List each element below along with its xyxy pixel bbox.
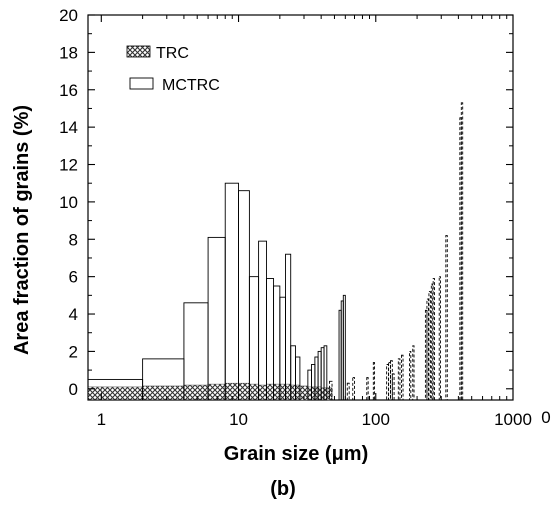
x-tick-label: 10: [229, 410, 248, 429]
mctrc-bar: [224, 182, 239, 401]
x-tick-label: 1: [97, 410, 106, 429]
y-tick-label: 6: [69, 268, 78, 287]
axis-ticks: [88, 14, 513, 400]
dashed-bar: [346, 382, 350, 401]
dashed-bar: [428, 291, 431, 401]
trc-bar: [101, 386, 143, 401]
dashed-bar: [386, 364, 390, 401]
tick-labels: 0 2 4 6 8 10 12 14 16 18 20 1 10 100 1000: [59, 6, 532, 429]
mctrc-bar: [258, 240, 267, 401]
legend-swatch-trc: [126, 45, 151, 58]
mctrc-bar: [273, 285, 281, 401]
mctrc-bars: [87, 182, 346, 401]
dashed-bar: [412, 345, 415, 401]
dashed-bar: [372, 362, 376, 401]
dashed-bar: [390, 360, 393, 401]
y-tick-label: 2: [69, 342, 78, 361]
y-tick-label: 4: [69, 305, 78, 324]
extra-tick-label: 0: [541, 408, 550, 427]
mctrc-bar: [266, 278, 275, 401]
y-tick-label: 14: [59, 118, 78, 137]
dashed-bar: [430, 283, 434, 401]
y-tick-label: 18: [59, 43, 78, 62]
dashed-bar: [352, 377, 355, 401]
mctrc-bar: [238, 190, 250, 401]
dashed-bar: [401, 354, 404, 401]
x-axis-title: Grain size (μm): [224, 443, 369, 465]
mctrc-bar: [248, 276, 260, 401]
dashed-bars: [329, 102, 464, 401]
x-tick-label: 1000: [494, 410, 532, 429]
trc-bar: [183, 384, 209, 401]
trc-bar: [249, 383, 259, 401]
trc-bar: [142, 385, 185, 401]
plot-area: [87, 14, 514, 401]
y-axis-title: Area fraction of grains (%): [11, 105, 33, 355]
y-tick-label: 12: [59, 156, 78, 175]
plot-frame: [87, 14, 514, 401]
panel-label: (b): [270, 478, 296, 500]
dashed-bar: [424, 309, 428, 401]
trc-bar: [238, 382, 250, 401]
y-tick-label: 8: [69, 230, 78, 249]
dashed-bar: [445, 235, 448, 401]
legend: TRC MCTRC: [126, 45, 220, 94]
dashed-bar: [329, 380, 333, 401]
dashed-bar: [438, 276, 441, 401]
y-tick-label: 20: [59, 6, 78, 25]
y-tick-label: 16: [59, 81, 78, 100]
dashed-bar: [397, 358, 401, 401]
legend-swatch-mctrc: [129, 77, 154, 90]
mctrc-bar: [207, 236, 226, 401]
mctrc-bar: [342, 294, 346, 401]
x-tick-label: 100: [362, 410, 390, 429]
mctrc-bar: [323, 345, 328, 401]
dashed-bar: [366, 377, 369, 401]
dashed-bar: [432, 278, 435, 401]
trc-bar: [258, 384, 267, 401]
dashed-bar: [391, 373, 395, 401]
trc-bar: [207, 383, 226, 401]
dashed-bar: [409, 350, 412, 401]
mctrc-bar: [285, 253, 292, 401]
dashed-bar: [460, 102, 464, 401]
mctrc-bar: [295, 356, 301, 401]
dashed-bar: [426, 298, 429, 401]
y-tick-label: 0: [69, 380, 78, 399]
legend-label-mctrc: MCTRC: [162, 77, 220, 94]
y-tick-label: 10: [59, 193, 78, 212]
legend-label-trc: TRC: [156, 45, 189, 62]
